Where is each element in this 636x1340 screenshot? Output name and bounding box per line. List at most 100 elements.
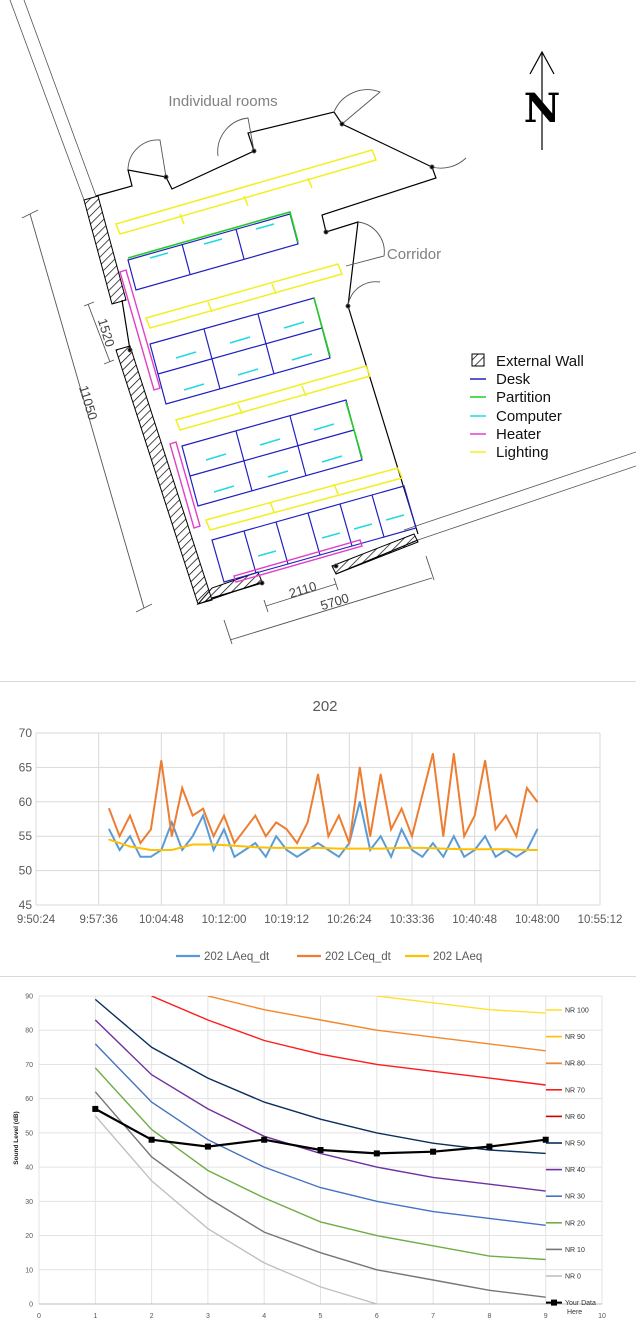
nr-series xyxy=(92,996,549,1304)
floor-plan: 11050 1520 2110 5700 Individual rooms Co… xyxy=(9,0,636,645)
chart-202-grid xyxy=(35,732,601,906)
nr-y-tick-label: 80 xyxy=(25,1028,33,1035)
chart-202-data-point xyxy=(254,814,257,817)
chart-202-x-tick-label: 10:12:00 xyxy=(202,914,247,926)
chart-202-data-point xyxy=(191,843,194,846)
nr-data-point xyxy=(148,1136,155,1143)
chart-202-data-point xyxy=(526,849,528,851)
chart-202-data-point xyxy=(338,856,340,858)
nr-series-line xyxy=(94,1019,546,1192)
chart-202-data-point xyxy=(484,848,486,851)
nr-legend-entry: NR 20 xyxy=(565,1220,585,1227)
chart-202-data-point xyxy=(452,752,455,755)
chart-202-data-point xyxy=(369,835,372,837)
chart-202-data-point xyxy=(233,856,236,858)
chart-202-series-line xyxy=(108,838,538,851)
chart-202-x-tick-label: 10:55:12 xyxy=(578,914,623,926)
desks xyxy=(127,213,417,583)
chart-202-data-point xyxy=(191,835,194,837)
chart-202-data-point xyxy=(181,849,184,851)
nr-legend-entry: NR 40 xyxy=(565,1167,585,1174)
chart-202-legend-entry: 202 LAeq xyxy=(433,951,482,963)
chart-202-data-point xyxy=(108,807,110,810)
dim-total-length: 11050 xyxy=(76,384,101,422)
chart-202-x-tick-label: 10:40:48 xyxy=(452,914,497,926)
nr-x-tick-label: 0 xyxy=(37,1313,41,1320)
chart-202-data-point xyxy=(421,847,424,849)
chart-202-data-point xyxy=(275,821,278,824)
chart-202-data-point xyxy=(358,801,361,803)
dim-heater-offset: 1520 xyxy=(95,317,118,349)
chart-202-data-point xyxy=(150,828,152,831)
chart-202-data-point xyxy=(223,814,225,817)
chart-202-data-point xyxy=(254,842,257,844)
chart-202-data-point xyxy=(421,856,424,858)
nr-x-tick-label: 1 xyxy=(93,1313,97,1320)
chart-202-data-point xyxy=(233,842,236,844)
nr-data-point xyxy=(204,1143,211,1150)
legend-hatch-icon xyxy=(471,353,485,367)
legend-heater: Heater xyxy=(496,426,541,443)
chart-202-data-point xyxy=(118,849,121,851)
dimension-lines xyxy=(21,209,435,645)
north-arrow-icon xyxy=(529,50,555,150)
chart-202-data-point xyxy=(108,838,110,841)
chart-202-data-point xyxy=(358,847,361,850)
chart-202-data-point xyxy=(505,814,507,817)
nr-y-tick-label: 30 xyxy=(25,1199,33,1206)
computers xyxy=(149,223,405,557)
chart-202-data-point xyxy=(379,835,382,837)
chart-202-data-point xyxy=(317,847,319,849)
nr-legend-entry: NR 90 xyxy=(565,1034,585,1041)
chart-202-series-line xyxy=(108,753,539,846)
chart-202-data-point xyxy=(108,828,110,831)
nr-y-tick-label: 0 xyxy=(29,1302,33,1309)
legend-partition: Partition xyxy=(496,389,551,406)
chart-202-data-point xyxy=(170,835,173,837)
chart-202-data-point xyxy=(129,835,131,837)
nr-x-tick-label: 5 xyxy=(319,1313,323,1320)
chart-202-series xyxy=(108,752,539,860)
nr-series-line xyxy=(94,1115,378,1304)
nr-series-line xyxy=(94,1067,546,1261)
chart-202-data-point xyxy=(170,821,173,824)
chart-202-data-point xyxy=(411,835,413,837)
chart-202-data-point xyxy=(202,814,204,817)
chart-202-data-point xyxy=(536,849,539,851)
chart-202-data-point xyxy=(338,847,340,850)
nr-data-point xyxy=(486,1143,493,1150)
chart-202-data-point xyxy=(421,794,424,796)
nr-series-line xyxy=(94,1043,546,1226)
chart-202: 202 45 50 55 60 65 70 9:50:24 9:57:36 10:04:48 1… xyxy=(0,682,636,975)
chart-202-data-point xyxy=(327,849,330,851)
chart-202-data-point xyxy=(400,807,403,810)
chart-202-data-point xyxy=(348,842,351,844)
chart-202-data-point xyxy=(463,848,466,851)
legend-desk: Desk xyxy=(496,371,531,388)
label-corridor: Corridor xyxy=(387,246,441,263)
chart-202-data-point xyxy=(484,835,486,837)
floor-plan-legend: External Wall Desk Partition Computer He… xyxy=(470,353,584,461)
chart-202-series-line xyxy=(108,801,539,860)
chart-202-data-point xyxy=(536,801,539,803)
chart-202-data-point xyxy=(484,759,486,762)
chart-202-title: 202 xyxy=(312,698,337,715)
room-outline xyxy=(95,111,437,599)
chart-202-data-point xyxy=(452,835,455,837)
chart-202-data-point xyxy=(306,849,309,851)
chart-noise-rating-svg: Sound Level (dB) 0 10 20 30 40 50 60 70 80 90 0 1 2… xyxy=(13,994,606,1321)
chart-202-data-point xyxy=(463,835,466,837)
chart-202-x-tick-label: 9:57:36 xyxy=(79,914,117,926)
chart-202-legend-entry: 202 LCeq_dt xyxy=(325,951,392,963)
nr-series-line xyxy=(151,996,546,1086)
chart-202-data-point xyxy=(442,835,445,837)
nr-legend-entry: NR 80 xyxy=(565,1061,585,1068)
nr-y-tick-label: 70 xyxy=(25,1062,33,1069)
chart-202-data-point xyxy=(139,856,142,858)
chart-202-data-point xyxy=(296,842,298,844)
nr-x-tick-label: 10 xyxy=(598,1313,606,1320)
chart-202-data-point xyxy=(442,856,445,858)
chart-202-data-point xyxy=(118,835,121,837)
nr-x-tick-label: 8 xyxy=(487,1313,491,1320)
chart-202-data-point xyxy=(285,849,288,851)
